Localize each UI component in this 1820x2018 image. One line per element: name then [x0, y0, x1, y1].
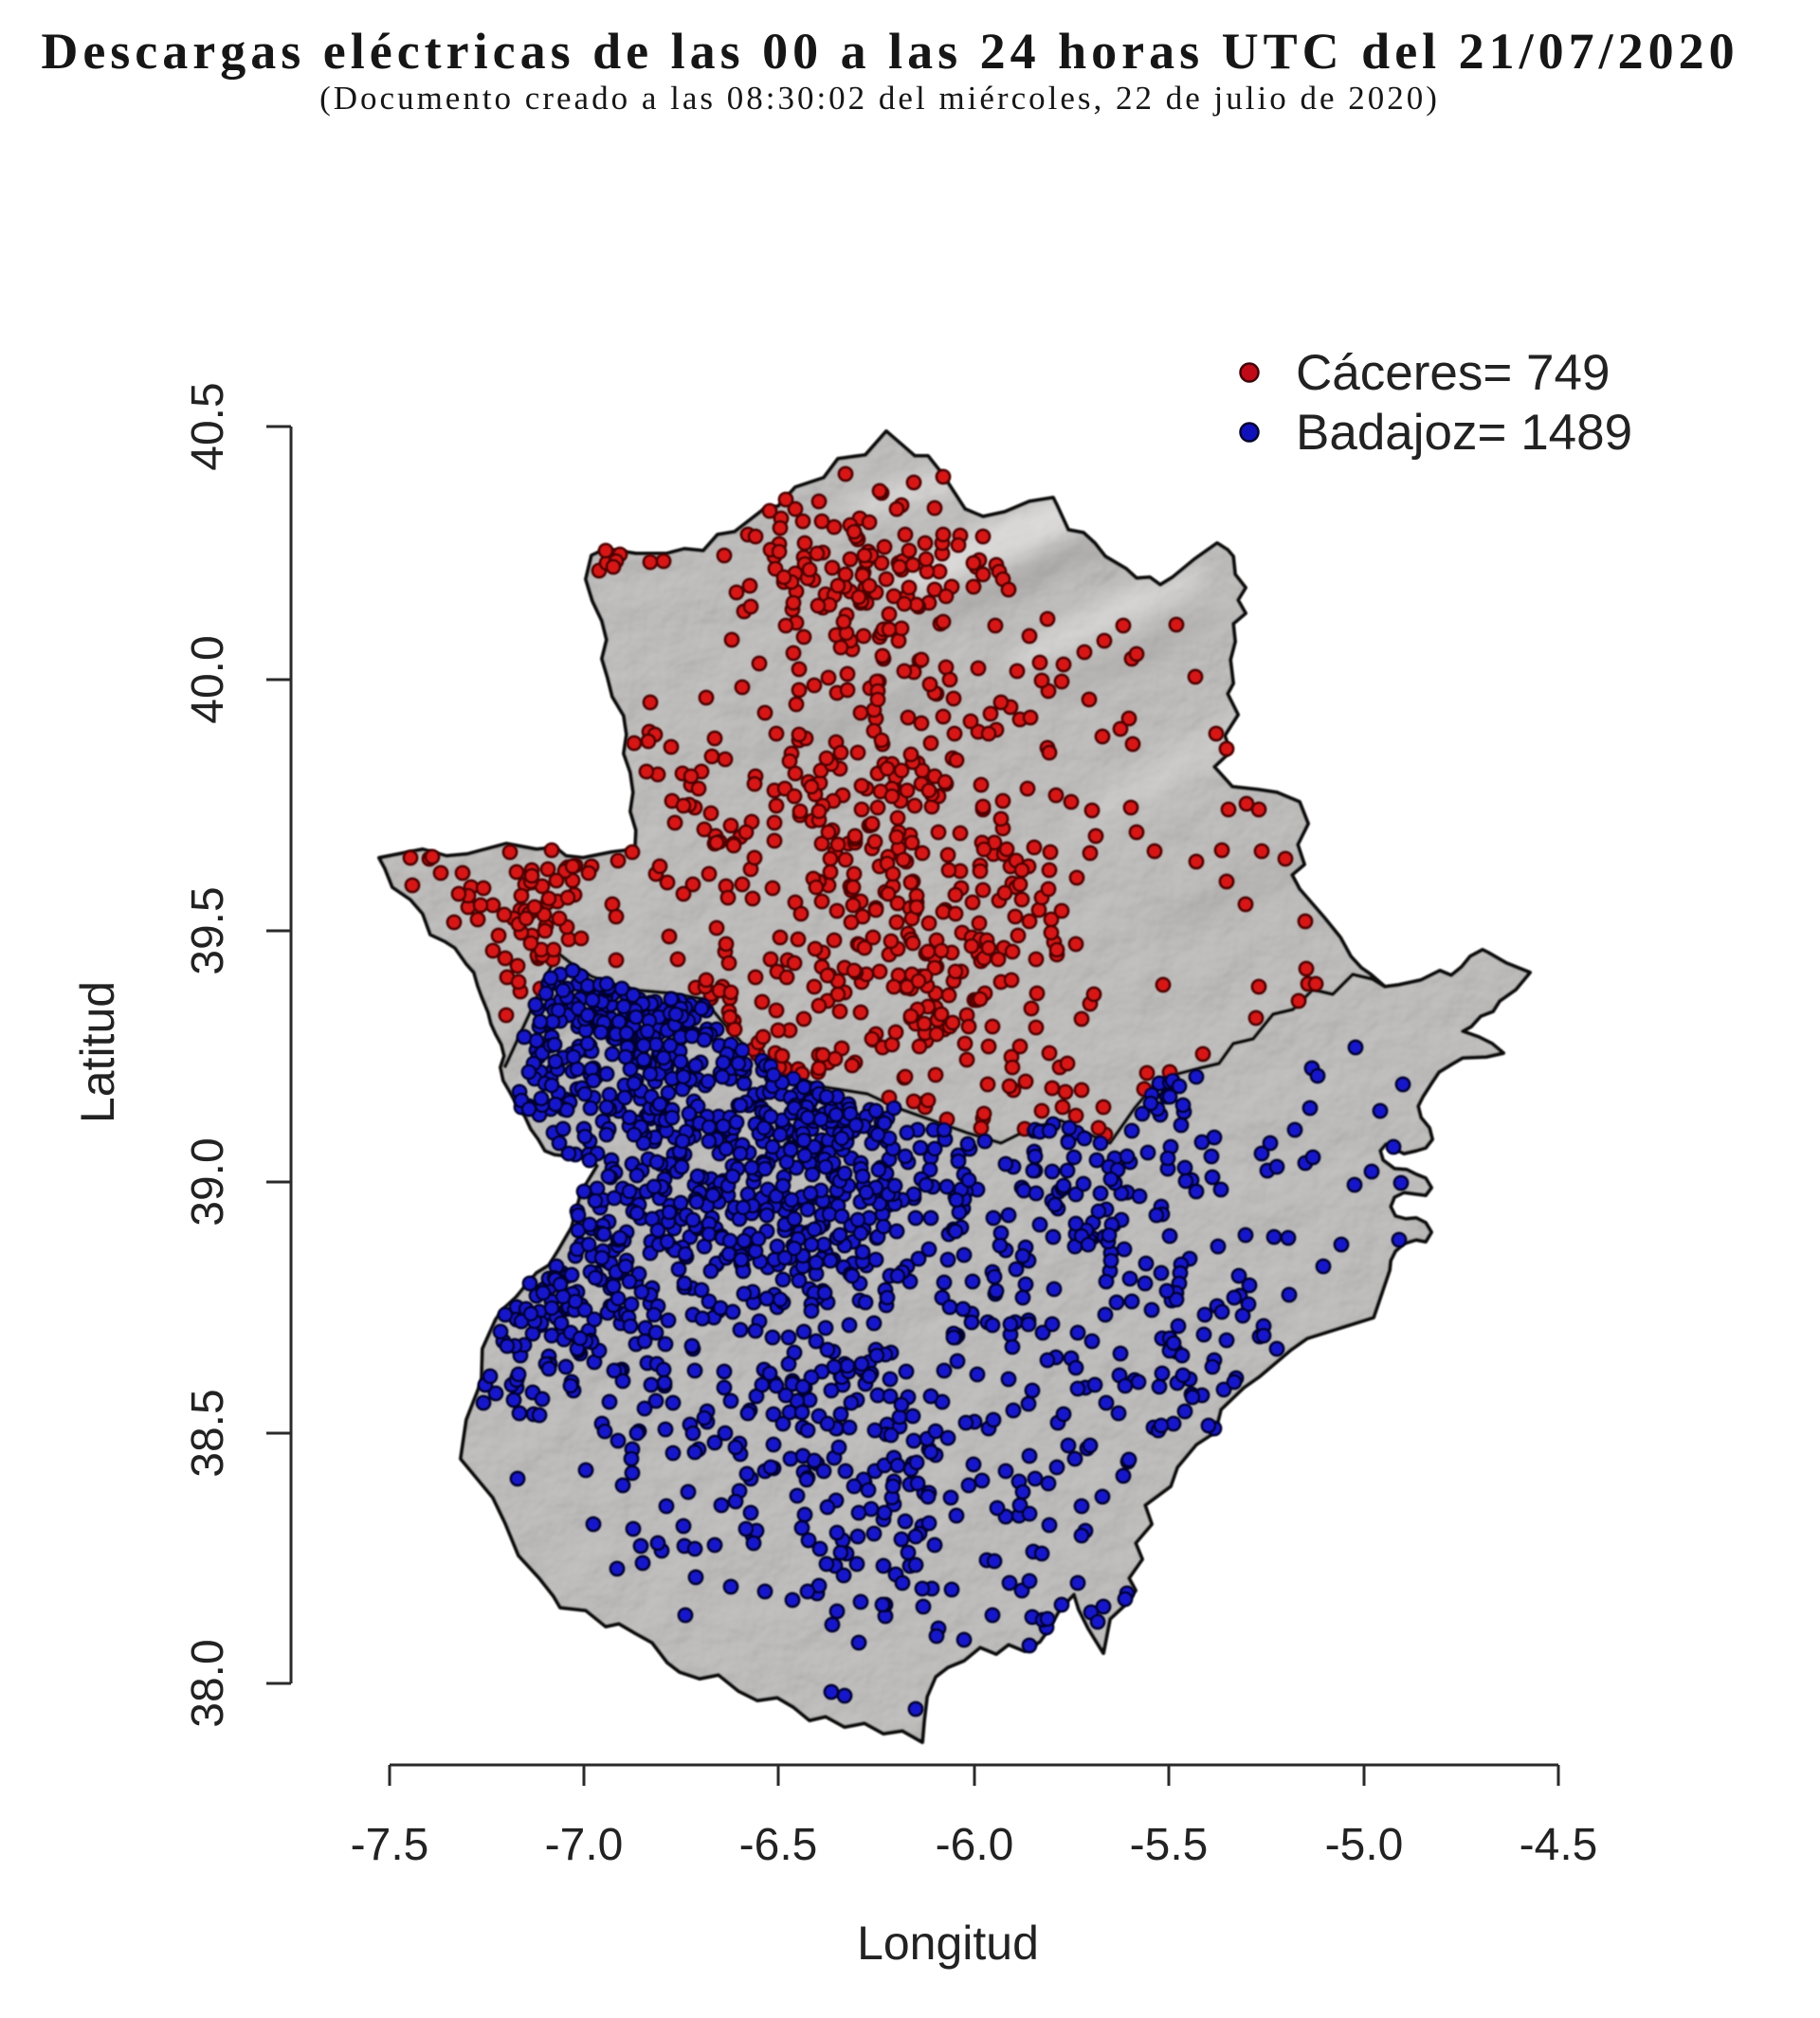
svg-text:Latitud: Latitud: [71, 981, 124, 1123]
svg-text:-7.5: -7.5: [351, 1820, 429, 1870]
svg-text:38.0: 38.0: [183, 1639, 233, 1727]
svg-text:-6.0: -6.0: [936, 1820, 1014, 1870]
svg-text:39.0: 39.0: [183, 1137, 233, 1226]
svg-text:-6.5: -6.5: [739, 1820, 818, 1870]
svg-text:40.0: 40.0: [183, 635, 233, 723]
svg-text:39.5: 39.5: [183, 886, 233, 974]
svg-text:Badajoz= 1489: Badajoz= 1489: [1296, 405, 1632, 461]
svg-text:Cáceres= 749: Cáceres= 749: [1296, 345, 1610, 401]
svg-text:38.5: 38.5: [183, 1389, 233, 1477]
svg-text:-4.5: -4.5: [1520, 1820, 1598, 1870]
svg-text:40.5: 40.5: [183, 382, 233, 470]
svg-text:-5.5: -5.5: [1130, 1820, 1209, 1870]
svg-text:-7.0: -7.0: [545, 1820, 624, 1870]
svg-text:-5.0: -5.0: [1325, 1820, 1404, 1870]
svg-text:Longitud: Longitud: [857, 1917, 1039, 1970]
